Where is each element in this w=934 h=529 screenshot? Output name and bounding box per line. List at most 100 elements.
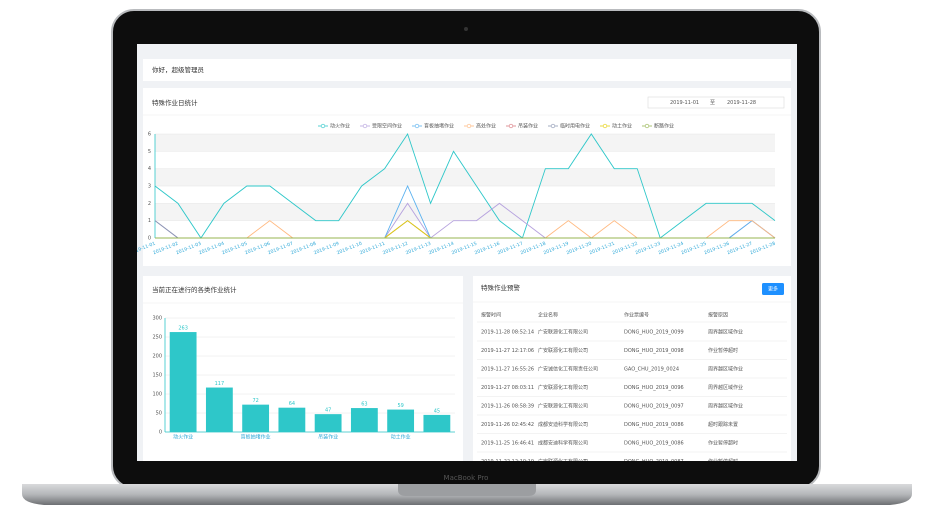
y-tick-label: 250 [152,335,162,341]
y-tick-label: 5 [148,149,151,155]
table-cell: 广安联源化工有限公司 [538,384,588,391]
table-cell: DONG_HUO_2019_0087 [624,459,684,465]
x-tick-label: 盲板抽堵作业 [241,434,271,441]
bar [387,409,415,432]
legend-swatch [602,123,608,129]
legend-label: 临时用电作业 [560,123,590,130]
split-area [155,168,775,186]
table-cell: 成都安迪科学有限公司 [538,421,588,428]
bar [278,407,306,432]
legend-swatch [508,123,514,129]
table-cell: 作业暂停超时 [708,440,738,447]
bar-value-label: 47 [325,408,331,414]
base-notch [398,484,536,496]
y-tick-label: 150 [152,373,162,379]
bar [314,414,342,432]
bar-value-label: 263 [178,326,188,332]
legend-swatch [644,123,650,129]
table-cell: 广安联源化工有限公司 [538,347,588,354]
bar-value-label: 59 [397,403,403,409]
table-header: 作业票编号 [624,312,649,319]
legend-swatch [550,123,556,129]
bar-value-label: 63 [361,402,367,408]
date-sep: 至 [710,100,715,106]
greeting: 你好，超级管理员 [152,65,205,74]
y-tick-label: 200 [152,354,162,360]
y-tick-label: 100 [152,392,162,398]
split-area [155,203,775,221]
legend-label: 动土作业 [612,123,632,130]
y-tick-label: 50 [156,411,162,417]
table-cell: DONG_HUO_2019_0098 [624,348,684,354]
bar-value-label: 72 [252,398,258,404]
x-tick-label: 吊装作业 [318,434,338,441]
alert-title: 特殊作业预警 [481,283,521,292]
y-tick-label: 2 [148,201,151,207]
table-cell: 2019-11-27 12:17:06 [481,348,534,354]
line-series [154,132,776,239]
more-button[interactable] [762,283,784,295]
table-cell: 周界越区域作业 [708,366,743,373]
table-cell: 2019-11-27 16:55:26 [481,367,534,373]
table-cell: 2019-11-25 16:46:41 [481,441,534,447]
line-title: 特殊作业日统计 [152,98,198,107]
date-start: 2019-11-01 [670,100,699,106]
table-cell: 周界越区域作业 [708,403,743,410]
table-cell: 2019-11-22 12:10:19 [481,459,534,465]
brand: MacBook Pro [444,474,489,482]
table-cell: 作业暂停超时 [708,347,738,354]
table-cell: DONG_HUO_2019_0086 [624,422,684,428]
y-tick-label: 0 [159,430,162,436]
greeting-panel [143,59,791,81]
y-tick-label: 3 [148,184,151,190]
legend-label: 断路作业 [654,123,674,130]
table-cell: 周界越区域作业 [708,329,743,336]
table-cell: DONG_HUO_2019_0096 [624,385,684,391]
table-cell: GAO_CHU_2019_0024 [624,367,679,373]
bar [242,404,270,432]
table-cell: 成都安迪科学有限公司 [538,440,588,447]
y-tick-label: 300 [152,316,162,322]
bar [169,332,197,432]
bar-value-label: 117 [215,381,225,387]
legend-label: 高处作业 [476,123,496,130]
alert-panel [473,276,791,461]
split-area [155,134,775,152]
screen: 你好，超级管理员 特殊作业日统计 2019-11-01 至 2019-11-28… [137,44,797,465]
legend-label: 动火作业 [330,123,350,130]
y-tick-label: 6 [148,132,151,138]
table-cell: 广安联源化工有限公司 [538,329,588,336]
more-button-label: 更多 [768,286,778,293]
y-tick-label: 1 [148,218,151,224]
table-header: 报警时间 [481,312,501,319]
table-header: 企业名称 [538,312,558,319]
table-cell: 超时跟踪未置 [708,421,738,428]
table-cell: 2019-11-27 08:03:11 [481,385,534,391]
camera [464,27,468,31]
table-cell: DONG_HUO_2019_0086 [624,441,684,447]
bar-title: 当前正在进行的各类作业统计 [152,285,237,294]
y-tick-label: 0 [148,236,151,242]
table-cell: 2019-11-26 08:58:39 [481,404,534,410]
bar-value-label: 45 [434,408,440,414]
legend-label: 吊装作业 [518,123,538,130]
table-cell: 2019-11-26 02:45:42 [481,422,534,428]
table-cell: 2019-11-28 08:52:14 [481,330,534,336]
table-cell: DONG_HUO_2019_0097 [624,404,684,410]
legend-swatch [414,123,420,129]
legend-label: 盲板抽堵作业 [424,123,454,130]
legend-label: 受限空间作业 [372,123,402,130]
table-cell: 广安联源化工有限公司 [538,403,588,410]
x-tick-label: 动火作业 [173,434,193,441]
date-picker[interactable] [647,96,785,109]
date-end: 2019-11-28 [727,100,756,106]
bar [350,408,378,432]
bar-value-label: 64 [289,401,295,407]
x-tick-label: 动土作业 [391,434,411,441]
legend-swatch [466,123,472,129]
y-tick-label: 4 [148,166,151,172]
table-cell: DONG_HUO_2019_0099 [624,330,684,336]
table-cell: 周界越区域作业 [708,384,743,391]
legend-swatch [320,123,326,129]
